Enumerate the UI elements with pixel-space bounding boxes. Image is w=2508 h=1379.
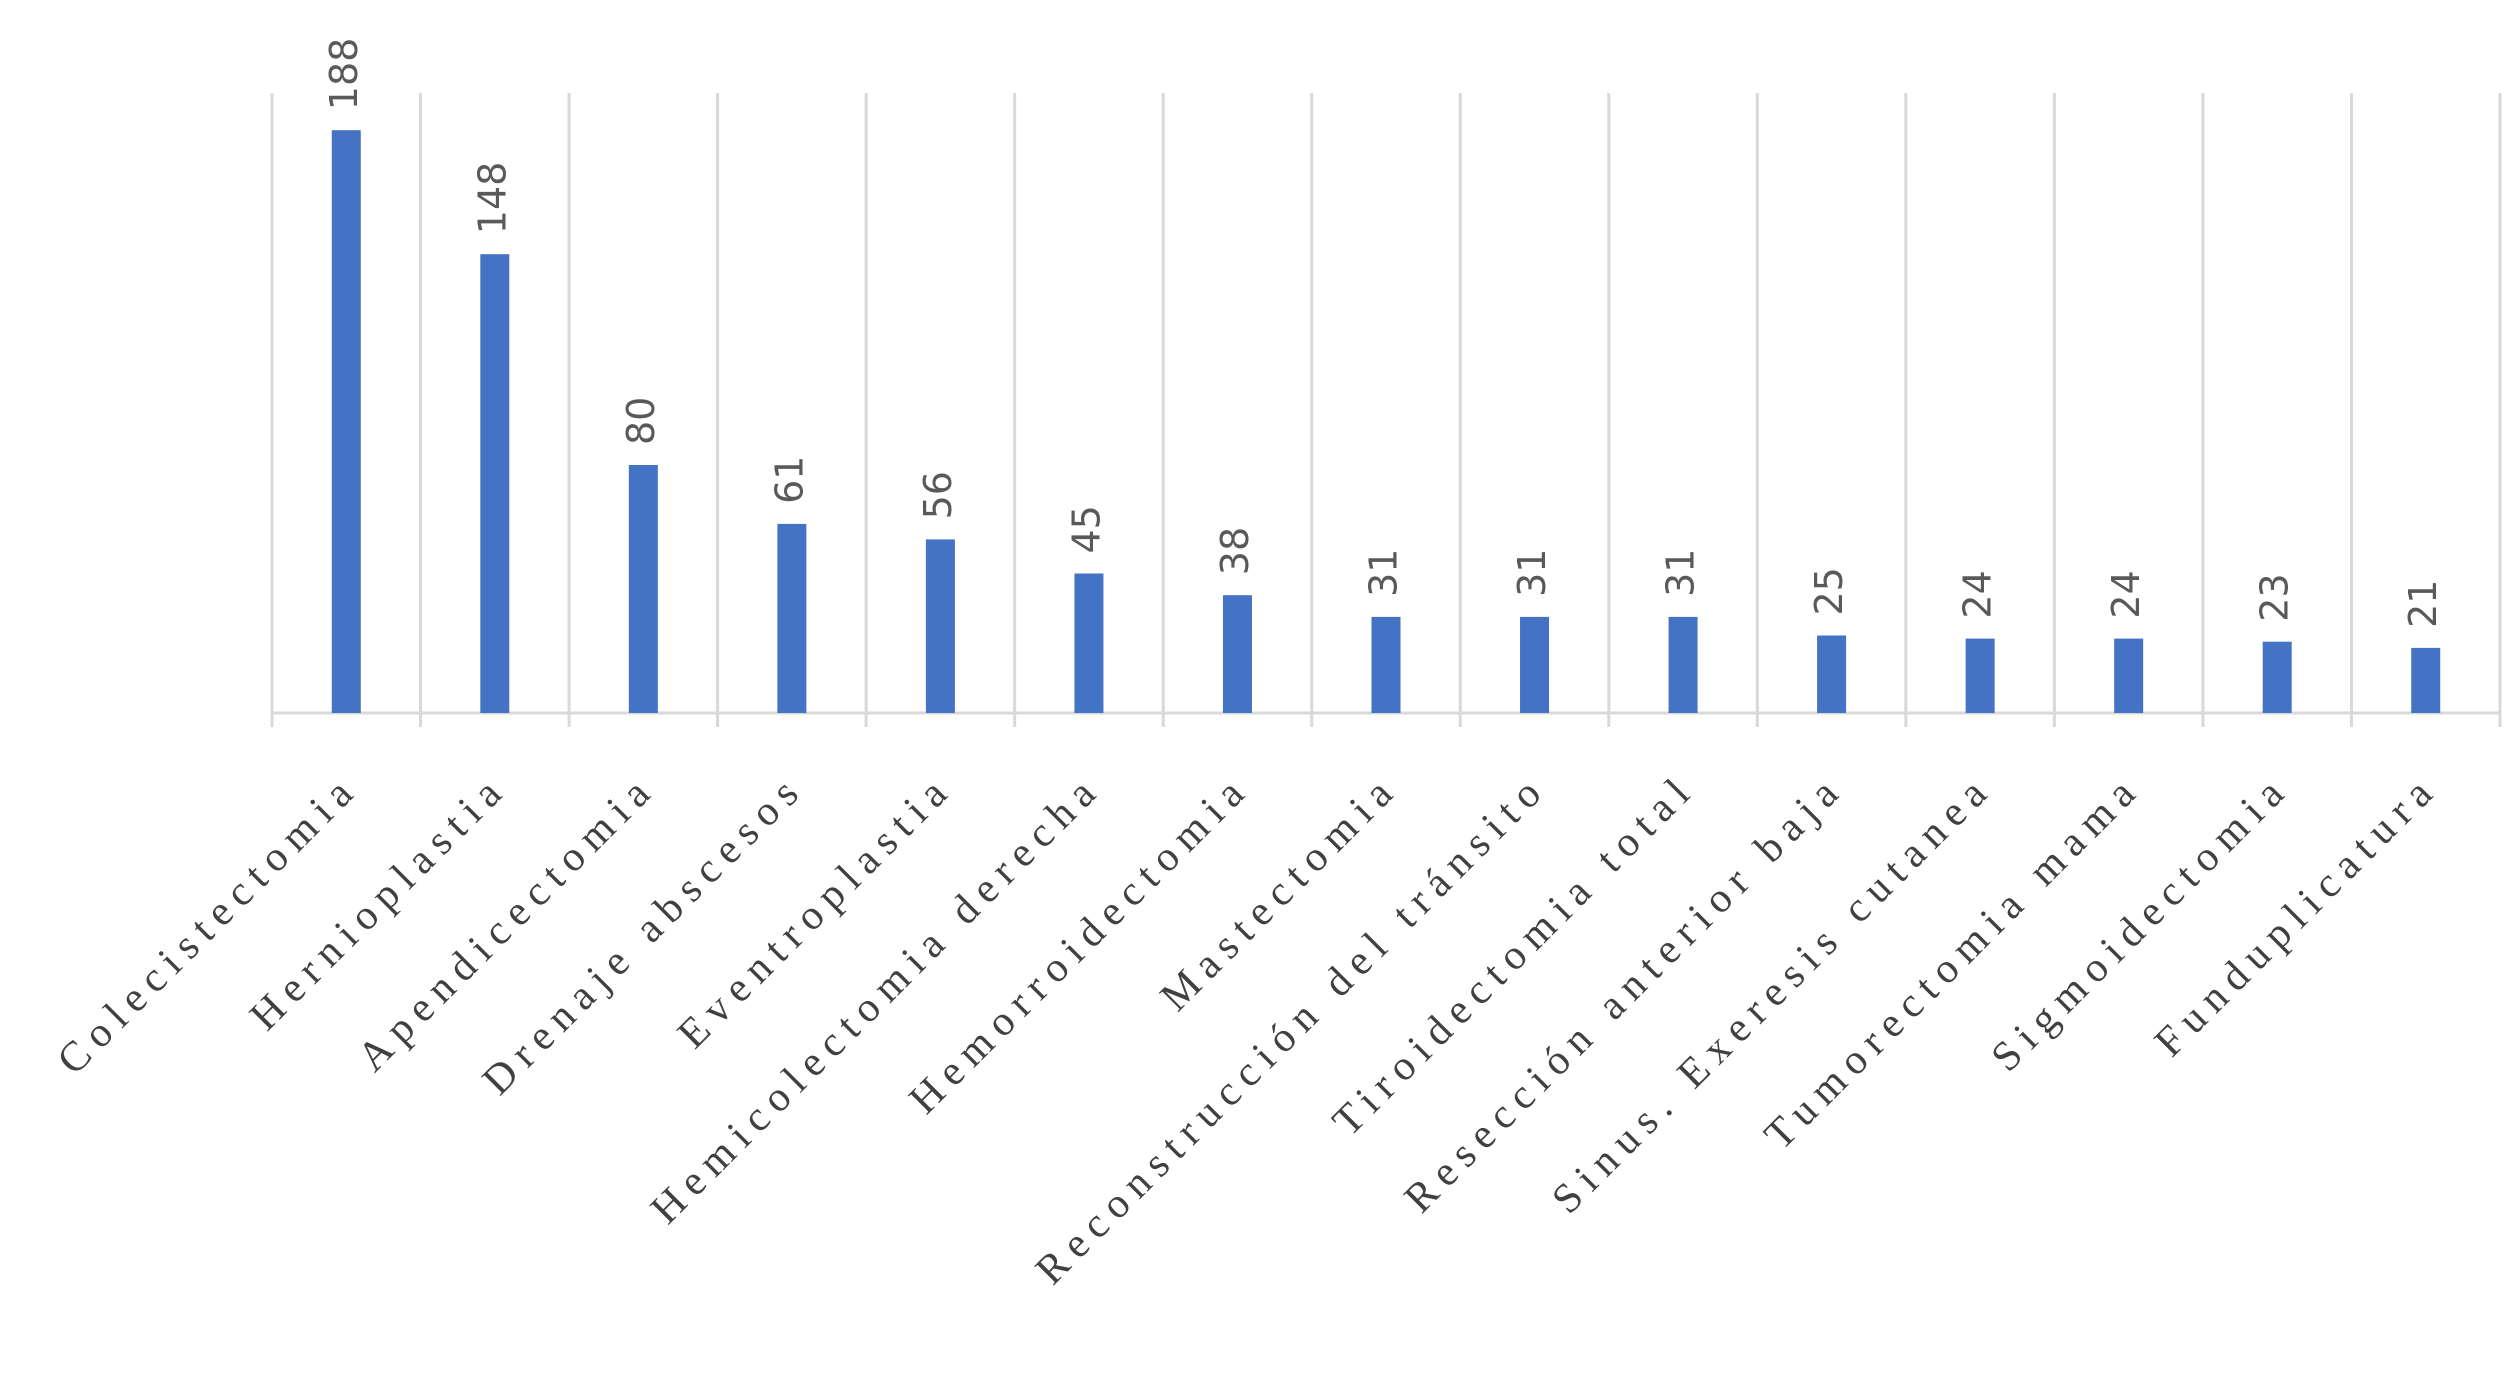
bar xyxy=(628,465,658,713)
bar xyxy=(1222,595,1252,713)
bar xyxy=(1965,638,1995,713)
value-label: 21 xyxy=(2401,580,2445,628)
value-label: 24 xyxy=(1956,570,2000,618)
x-tick-label: Eventroplastia xyxy=(669,764,962,1057)
x-tick-label: Sigmoidectomia xyxy=(1983,764,2299,1080)
value-label: 31 xyxy=(1659,549,1703,597)
bar xyxy=(331,130,361,713)
x-tick-label: Hernioplastia xyxy=(241,764,516,1039)
value-label: 148 xyxy=(470,162,514,235)
x-tick-label: Funduplicatura xyxy=(2146,764,2447,1065)
value-label: 80 xyxy=(619,397,663,445)
bar xyxy=(2411,647,2441,713)
value-label: 31 xyxy=(1362,549,1406,597)
bar xyxy=(1371,616,1401,713)
bar xyxy=(925,539,955,713)
x-tick-label: Reconstrucción del tránsito xyxy=(1027,764,1556,1293)
bar xyxy=(480,254,510,713)
value-label: 23 xyxy=(2253,573,2297,621)
value-label: 61 xyxy=(767,456,811,504)
value-label: 31 xyxy=(1510,549,1554,597)
bar xyxy=(2114,638,2144,713)
value-label: 38 xyxy=(1213,527,1257,575)
value-label: 188 xyxy=(322,38,366,111)
bar xyxy=(2262,641,2292,713)
bar xyxy=(1520,616,1550,713)
value-label: 56 xyxy=(916,471,960,519)
bar xyxy=(1817,635,1847,713)
bar xyxy=(1668,616,1698,713)
x-tick-label: Apendicectomia xyxy=(349,764,665,1080)
value-label: 45 xyxy=(1064,505,1108,553)
value-label: 24 xyxy=(2104,570,2148,618)
bar xyxy=(777,523,807,713)
x-tick-label: Colecistectomia xyxy=(49,764,368,1083)
value-label: 25 xyxy=(1807,567,1851,615)
bar xyxy=(1074,573,1104,713)
